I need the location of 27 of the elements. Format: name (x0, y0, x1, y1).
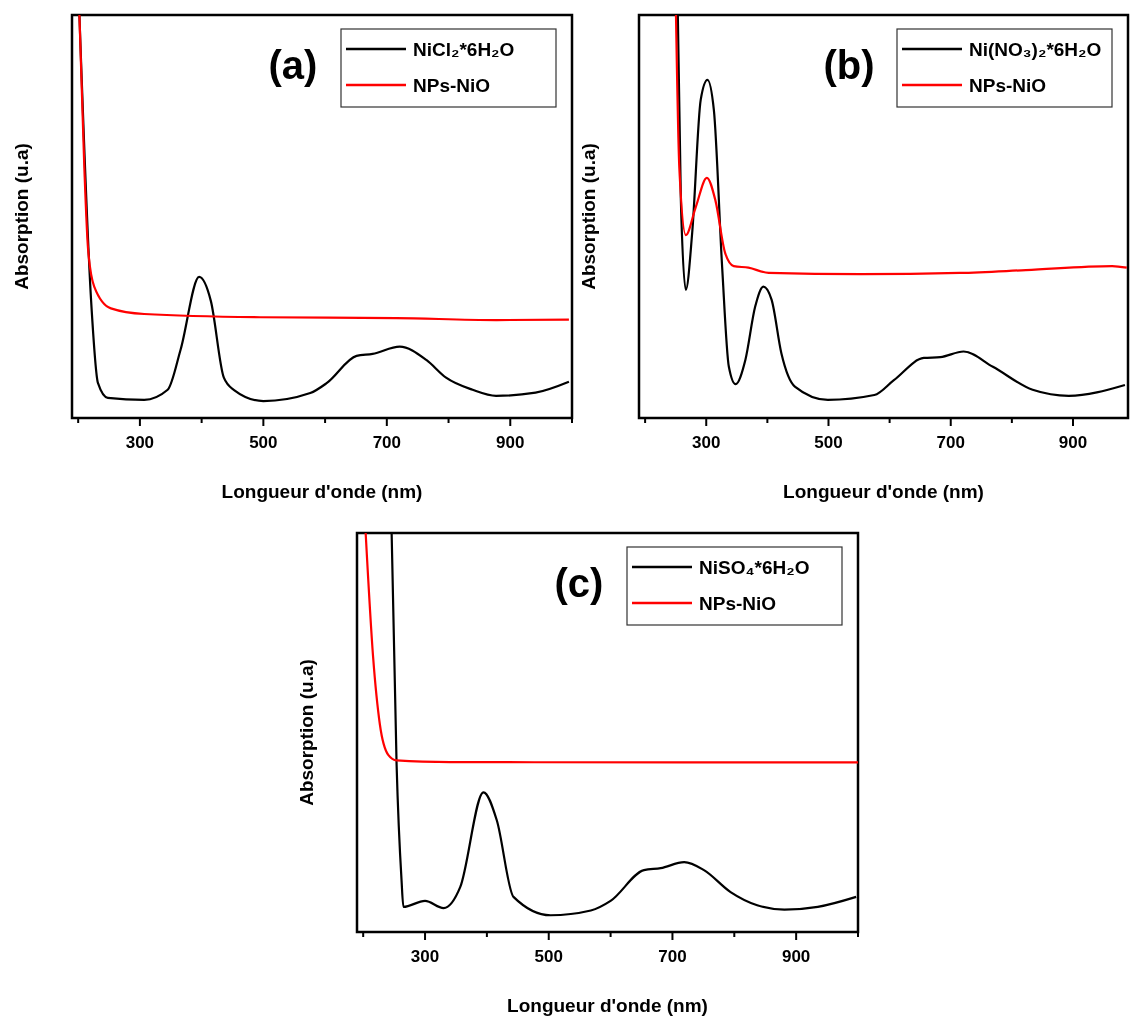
legend-label: NPs-NiO (969, 75, 1047, 96)
legend-label: NiSO₄*6H₂O (699, 557, 810, 578)
x-tick-label: 300 (125, 433, 155, 452)
x-axis-title: Longueur d'onde (nm) (221, 481, 423, 502)
x-tick-label: 900 (781, 947, 811, 966)
x-axis-title: Longueur d'onde (nm) (783, 481, 984, 502)
text: (c) (554, 561, 604, 605)
x-tick-label: 500 (249, 433, 278, 452)
x-tick-label: 700 (372, 433, 401, 452)
x-tick-label: 900 (496, 433, 525, 452)
x-tick-label: 700 (936, 433, 965, 452)
text: (a) (268, 43, 318, 87)
x-tick-label: 500 (534, 947, 563, 966)
x-tick-label: 300 (410, 947, 440, 966)
x-tick-label: 700 (658, 947, 687, 966)
y-axis-title: Absorption (u.a) (11, 143, 32, 290)
legend-label: NPs-NiO (699, 593, 777, 614)
y-axis-title: Absorption (u.a) (296, 659, 317, 806)
x-axis-title: Longueur d'onde (nm) (507, 995, 708, 1016)
text: (b) (823, 43, 875, 87)
y-axis-title: Absorption (u.a) (578, 143, 599, 290)
legend-label: NPs-NiO (413, 75, 491, 96)
legend-label: Ni(NO₃)₂*6H₂O (969, 39, 1102, 60)
legend-label: NiCl₂*6H₂O (413, 39, 515, 60)
x-tick-label: 300 (692, 433, 721, 452)
x-tick-label: 500 (814, 433, 843, 452)
x-tick-label: 900 (1058, 433, 1088, 452)
